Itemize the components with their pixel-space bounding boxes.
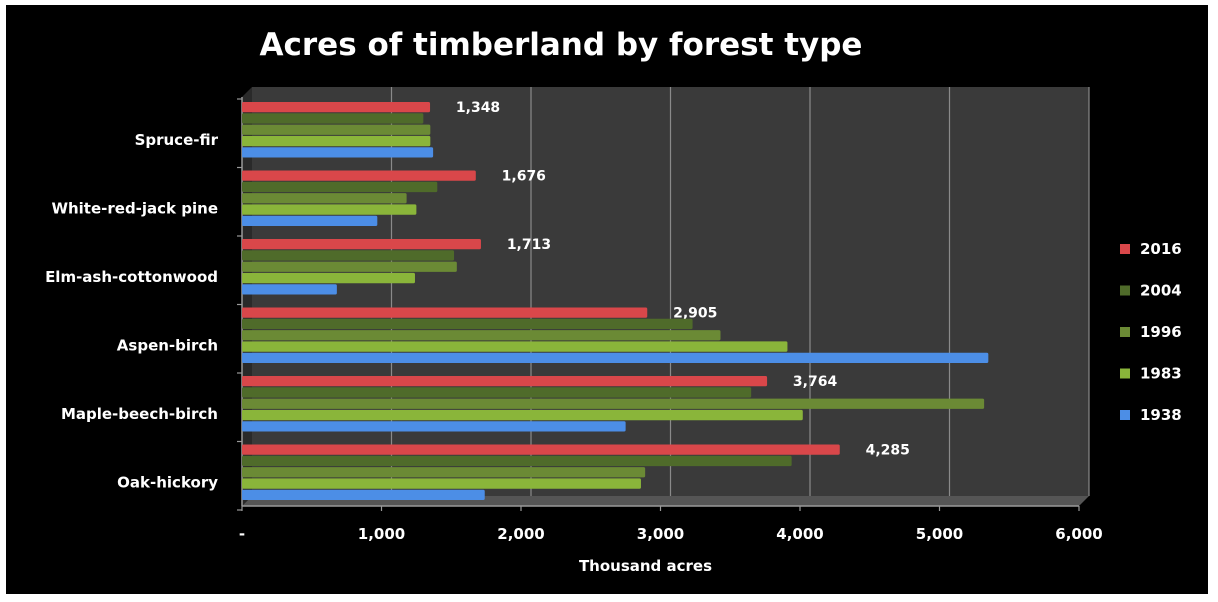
data-label: 1,713 — [507, 237, 551, 253]
category-label: Aspen-birch — [117, 337, 218, 355]
data-label: 1,348 — [456, 100, 500, 116]
bar-2004 — [242, 387, 752, 398]
bar-1983 — [242, 204, 417, 215]
bar-1938 — [242, 215, 378, 226]
chart-frame: Acres of timberland by forest type - 1,00… — [6, 5, 1208, 594]
bar-1996 — [242, 261, 457, 272]
legend-label-2004: 2004 — [1140, 282, 1182, 300]
legend-label-1938: 1938 — [1140, 406, 1182, 424]
bar-1938 — [242, 421, 626, 432]
data-label: 3,764 — [793, 374, 838, 390]
x-tick-label: 3,000 — [637, 525, 684, 543]
legend-swatch-2004 — [1120, 285, 1130, 296]
chart-svg: - 1,000 2,000 3,000 4,000 5,000 6,000 Thousand … — [45, 87, 1182, 575]
x-tick-label: 4,000 — [776, 525, 823, 543]
bar-1938 — [242, 352, 989, 363]
bar-2016 — [242, 444, 840, 455]
category-label: Spruce-fir — [135, 131, 219, 149]
bar-1938 — [242, 147, 434, 158]
legend-label-1983: 1983 — [1140, 365, 1182, 383]
legend-swatch-2016 — [1120, 244, 1130, 254]
bar-1996 — [242, 398, 985, 409]
bar-1983 — [242, 272, 415, 284]
data-label: 4,285 — [866, 443, 910, 459]
bar-2004 — [242, 455, 792, 467]
legend-label-2016: 2016 — [1140, 240, 1182, 258]
x-tick-label: 6,000 — [1055, 525, 1102, 543]
x-tick-label: 1,000 — [358, 525, 405, 543]
x-tick-label: - — [239, 525, 245, 543]
bar-1996 — [242, 124, 431, 135]
bar-2004 — [242, 113, 424, 124]
bar-2016 — [242, 307, 648, 318]
category-label: White-red-jack pine — [51, 200, 218, 218]
category-label: Maple-beech-birch — [61, 405, 218, 423]
bar-1996 — [242, 330, 721, 341]
bar-1983 — [242, 409, 803, 421]
bar-1938 — [242, 284, 337, 295]
bar-2016 — [242, 239, 481, 250]
bar-1983 — [242, 478, 641, 489]
bar-1983 — [242, 341, 788, 352]
chart-title: Acres of timberland by forest type — [259, 27, 863, 63]
bar-2004 — [242, 181, 438, 193]
bar-2004 — [242, 250, 455, 261]
bar-1996 — [242, 193, 407, 204]
legend-swatch-1983 — [1120, 368, 1130, 379]
bar-1983 — [242, 135, 431, 147]
category-label: Elm-ash-cottonwood — [45, 268, 218, 286]
bar-1938 — [242, 489, 485, 500]
bar-1996 — [242, 467, 646, 478]
data-label: 1,676 — [502, 169, 546, 185]
x-axis-title: Thousand acres — [579, 557, 712, 575]
bar-2016 — [242, 102, 431, 113]
bar-2016 — [242, 376, 768, 387]
x-tick-label: 2,000 — [497, 525, 544, 543]
legend-swatch-1996 — [1120, 327, 1130, 337]
bar-2004 — [242, 318, 693, 330]
legend-swatch-1938 — [1120, 410, 1130, 420]
category-label: Oak-hickory — [117, 474, 218, 492]
data-label: 2,905 — [673, 306, 717, 322]
bar-2016 — [242, 170, 476, 181]
legend-label-1996: 1996 — [1140, 323, 1182, 341]
x-tick-label: 5,000 — [916, 525, 963, 543]
